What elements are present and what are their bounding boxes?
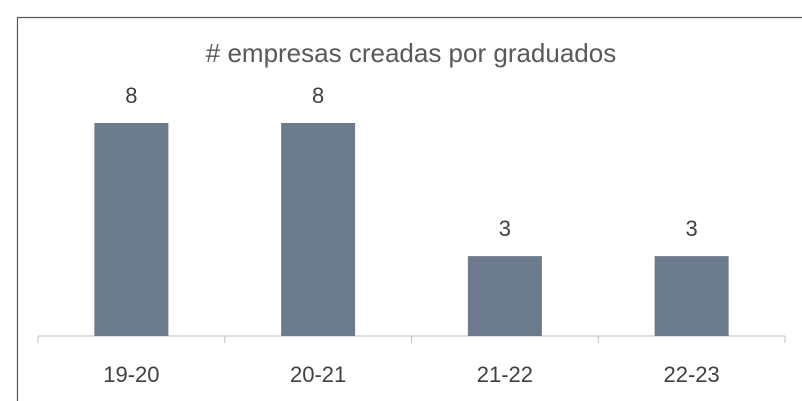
x-tick-label: 22-23 [663,362,719,387]
x-tick-label: 21-22 [477,362,533,387]
data-label: 8 [312,83,324,108]
data-label: 3 [499,216,511,241]
bar [467,256,542,336]
x-tick-label: 19-20 [103,362,159,387]
data-label: 8 [125,83,137,108]
x-tick-label: 20-21 [290,362,346,387]
bar [94,123,169,336]
chart-title: # empresas creadas por graduados [206,38,616,68]
bar [654,256,729,336]
bar [281,123,356,336]
data-label: 3 [686,216,698,241]
